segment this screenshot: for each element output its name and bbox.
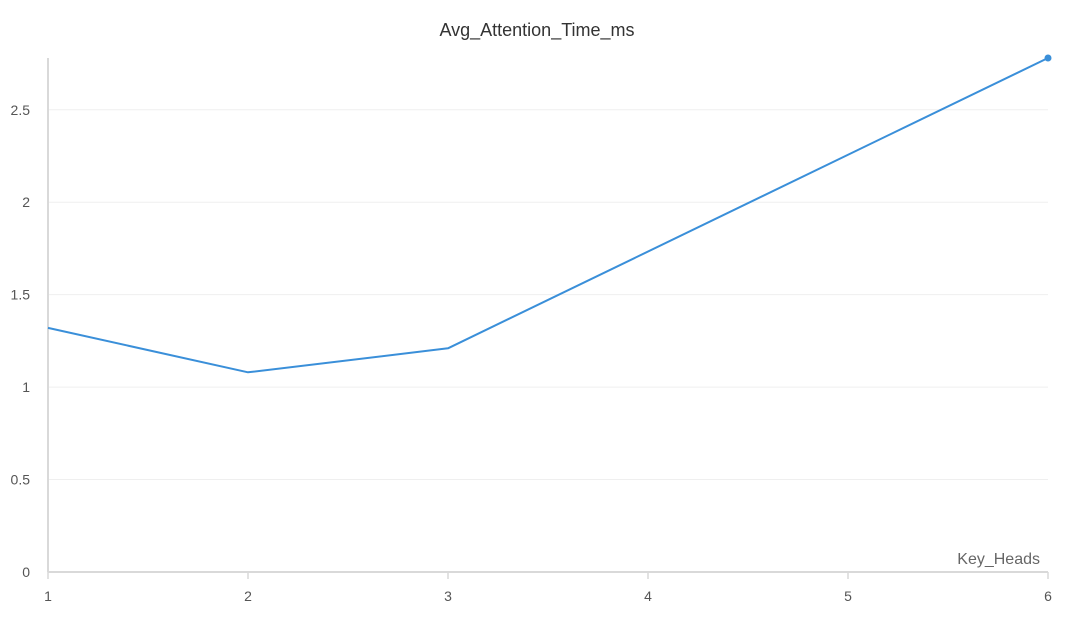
x-tick-label: 3	[444, 588, 452, 604]
x-tick-label: 5	[844, 588, 852, 604]
x-tick-label: 4	[644, 588, 652, 604]
x-tick-label: 1	[44, 588, 52, 604]
y-tick-label: 2.5	[11, 102, 31, 118]
y-tick-label: 2	[22, 194, 30, 210]
y-tick-label: 1.5	[11, 287, 31, 303]
x-tick-label: 2	[244, 588, 252, 604]
chart-title: Avg_Attention_Time_ms	[439, 20, 634, 41]
x-tick-label: 6	[1044, 588, 1052, 604]
x-axis-label: Key_Heads	[957, 551, 1040, 568]
y-tick-label: 1	[22, 379, 30, 395]
series-end-point[interactable]	[1044, 54, 1052, 62]
grid-lines	[48, 109, 1048, 481]
series-line	[47, 57, 1049, 374]
y-tick-label: 0	[22, 564, 30, 580]
series-layer	[47, 54, 1052, 374]
axes: 0 0.5 1 1.5 2 2.5 1 2 3 4 5 6	[11, 58, 1052, 604]
y-tick-label: 0.5	[11, 472, 31, 488]
